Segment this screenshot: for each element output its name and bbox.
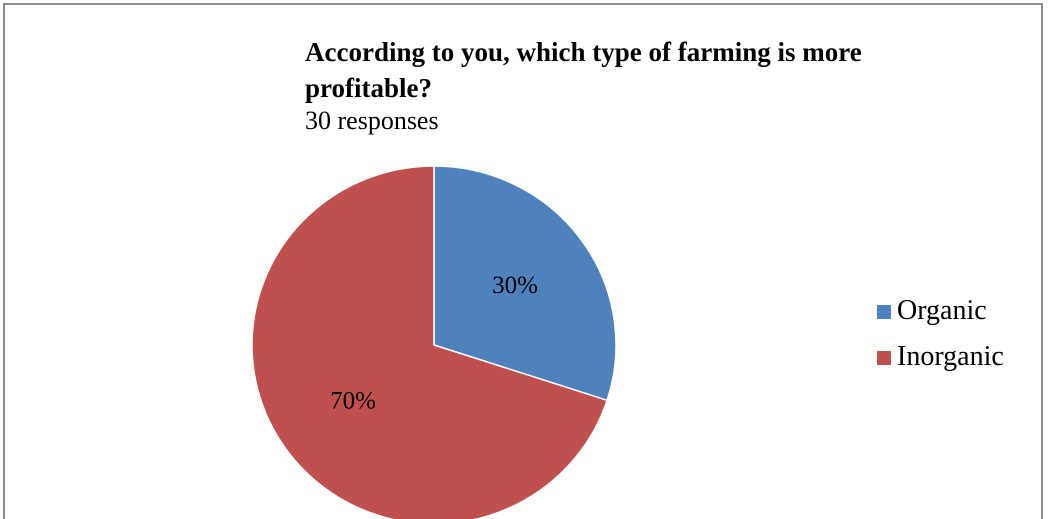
legend-swatch-organic (877, 305, 891, 319)
chart-legend: Organic Inorganic (877, 288, 1004, 380)
chart-title: According to you, which type of farming … (305, 37, 862, 103)
slice-label-inorganic: 70% (330, 388, 376, 415)
slice-label-organic: 30% (492, 272, 538, 299)
legend-item-inorganic: Inorganic (877, 334, 1004, 380)
pie-slice-organic (433, 165, 617, 402)
legend-label-organic: Organic (897, 295, 987, 326)
legend-swatch-inorganic (877, 351, 891, 365)
legend-item-organic: Organic (877, 288, 1004, 334)
pie-slice-inorganic (251, 165, 609, 519)
chart-subtitle: 30 responses (305, 106, 439, 135)
legend-label-inorganic: Inorganic (897, 341, 1004, 372)
